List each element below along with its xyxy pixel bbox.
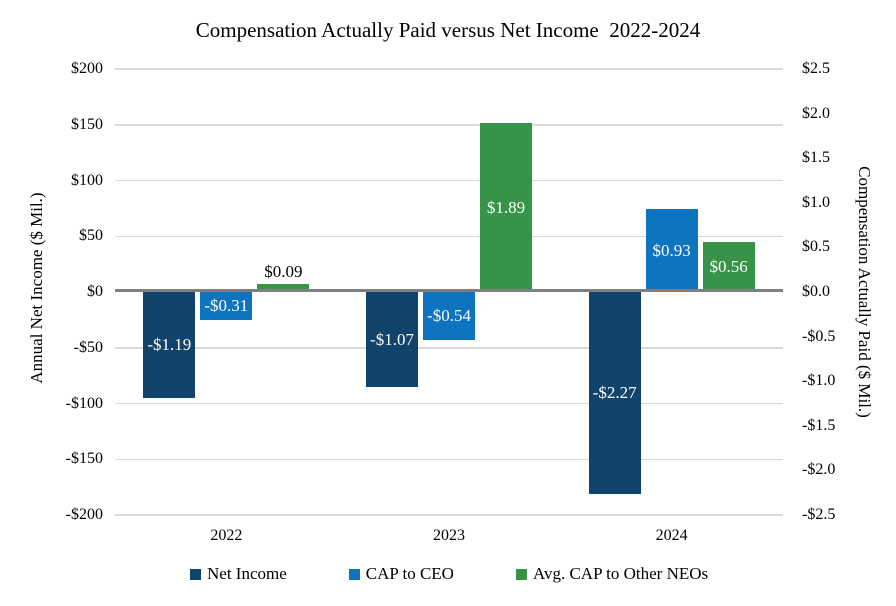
x-axis-label-2024: 2024 [655,527,688,544]
gridline [115,458,783,460]
right-axis-tick-label: -$0.5 [802,327,836,345]
plot-area: -$1.19 -$0.31 $0.09 -$1.07 -$0.54 $1.89 -$2.27… [115,68,783,516]
bar-net-income-2024 [588,292,641,495]
legend-swatch-icon [515,568,527,580]
left-axis-tick-label: $50 [79,227,103,245]
x-axis-label-2022: 2022 [210,527,243,544]
left-axis-tick-label: -$150 [65,450,103,468]
bar-cap-to-ceo-2023 [423,292,475,341]
legend-label: Avg. CAP to Other NEOs [532,564,709,583]
bar-net-income-2023 [366,292,418,388]
legend-item-cap-to-ceo: CAP to CEO [348,564,454,584]
right-axis-tick-label: -$2.5 [802,506,836,523]
right-axis-tick-label: $1.0 [802,193,830,211]
legend-swatch-icon [348,568,360,580]
legend-swatch-icon [190,568,201,580]
left-axis-tick-label: $200 [71,60,103,77]
chart-title: Compensation Actually Paid versus Net In… [195,18,701,42]
bar-data-label: $0.56 [709,257,748,277]
legend-label: CAP to CEO [365,564,454,583]
legend-item-avg-cap-to-other-neos: Avg. CAP to Other NEOs [515,564,709,584]
left-axis-tick-label: -$50 [73,338,103,356]
left-axis-tick-label: $100 [71,171,103,189]
bar-avg-cap-to-other-neos-2024 [702,242,755,292]
left-axis-tick-label: -$200 [65,506,103,523]
legend: Net Income CAP to CEO Avg. CAP to Other NE… [190,564,708,584]
bar-cap-to-ceo-2022 [200,292,253,320]
right-axis-tick-label: -$1.0 [802,372,836,390]
zero-axis-line [115,288,783,292]
left-axis-tick-label: $0 [87,283,103,300]
right-axis-tick-label: -$1.5 [802,416,836,434]
gridline [115,68,783,70]
legend-item-net-income: Net Income [190,564,287,584]
bar-data-label: $1.89 [486,197,526,217]
bar-data-label: $0.93 [652,240,691,260]
gridline [115,347,783,349]
right-axis-tick-label: -$2.0 [802,461,836,479]
right-axis-tick-label: $2.0 [802,104,830,122]
left-axis-tick-label: $150 [71,115,103,133]
gridline [115,124,783,126]
gridline [115,402,783,405]
gridline [115,235,783,237]
gridline [115,179,783,182]
bar-data-label: -$1.07 [370,329,414,349]
bar-data-label: -$0.31 [204,295,249,315]
bar-net-income-2022 [143,292,196,399]
bar-data-label: -$1.19 [147,335,192,355]
right-axis-tick-label: $0.0 [802,283,830,300]
right-axis-tick-label: $0.5 [802,238,830,256]
right-axis-tick-label: $1.5 [802,149,830,167]
legend-label: Net Income [207,564,287,583]
bar-cap-to-ceo-2024 [645,209,698,292]
gridline [115,514,783,516]
bar-avg-cap-to-other-neos-2023 [480,123,532,292]
bar-avg-cap-to-other-neos-2022 [257,283,310,292]
bar-data-label: -$0.54 [427,306,471,326]
bar-data-label: $0.09 [264,261,303,281]
left-axis-tick-label: -$100 [65,394,103,412]
bar-data-label: -$2.27 [592,383,637,403]
right-axis-tick-label: $2.5 [802,60,830,77]
x-axis-label-2023: 2023 [433,527,465,544]
